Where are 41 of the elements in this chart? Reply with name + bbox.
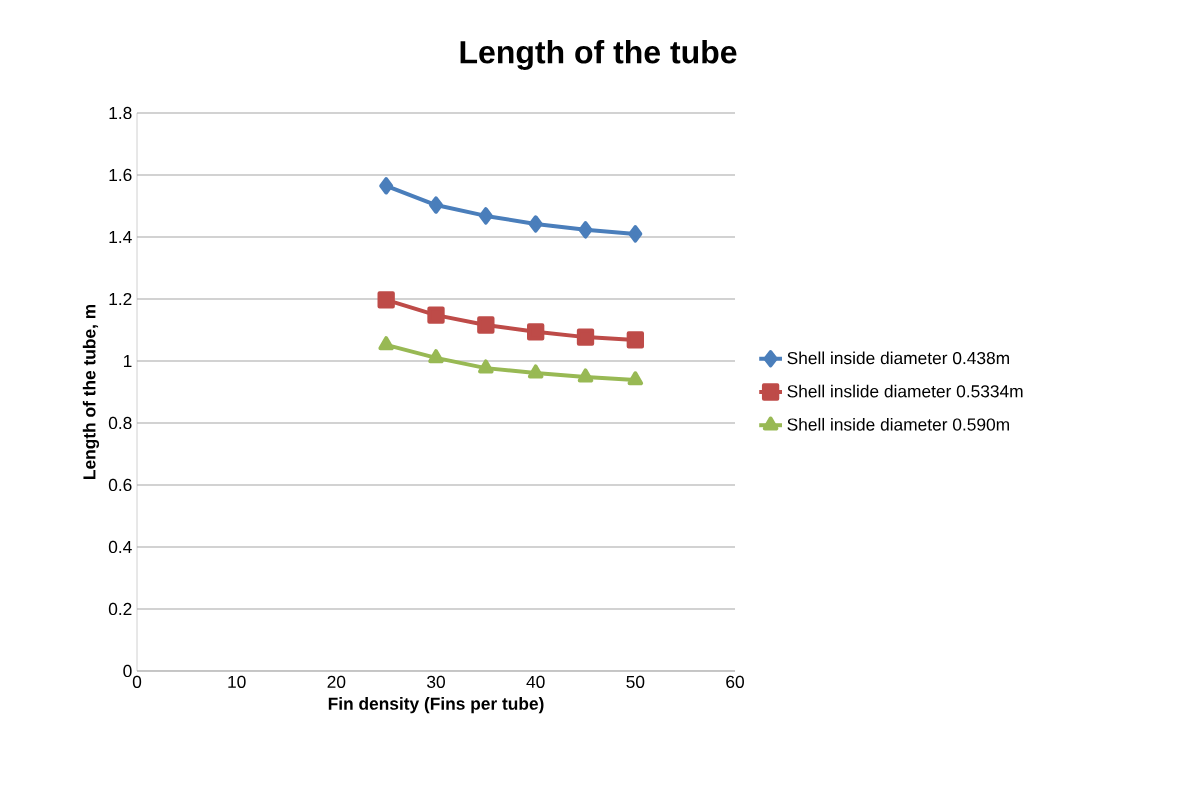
x-tick-label: 10: [228, 675, 246, 688]
y-tick-label: 1.4: [109, 231, 132, 243]
y-tick-label: 1: [123, 355, 132, 367]
point: [429, 196, 444, 214]
point: [527, 323, 545, 341]
point: [427, 306, 445, 324]
x-axis-title: Fin density (Fins per tube): [328, 697, 544, 714]
y-tick-label: 0.6: [108, 478, 132, 492]
point: [576, 328, 595, 346]
y-tick-label: 0.8: [108, 416, 132, 430]
point: [628, 225, 643, 243]
y-tick-label: 0.2: [108, 602, 132, 616]
x-tick-label: 20: [327, 675, 346, 688]
point: [428, 349, 444, 364]
point: [578, 221, 593, 239]
point: [478, 207, 493, 225]
legend-label: Shell inside diameter 0.590m: [787, 417, 1009, 431]
point: [626, 331, 645, 349]
x-tick-label: 0: [132, 675, 142, 688]
legend-label: Shell inside diameter 0.438m: [787, 351, 1009, 365]
point: [627, 371, 644, 386]
x-tick-label: 30: [427, 675, 445, 688]
x-tick-label: 50: [626, 675, 645, 688]
y-tick-label: 1.8: [109, 106, 132, 120]
point: [577, 368, 594, 383]
point: [527, 364, 544, 379]
x-tick-label: 40: [526, 675, 545, 688]
point: [378, 336, 394, 351]
point: [379, 177, 394, 195]
point: [478, 359, 494, 374]
chart-title: Length of the tube: [460, 40, 737, 70]
y-tick-label: 0.4: [108, 540, 132, 554]
y-tick-label: 0: [123, 664, 132, 678]
y-tick-label: 1.6: [109, 168, 132, 182]
point: [528, 215, 543, 233]
y-axis-title: Length of the tube, m: [82, 304, 100, 479]
y-tick-label: 1.2: [109, 292, 132, 306]
point: [477, 316, 495, 334]
point: [377, 291, 395, 309]
x-tick-label: 60: [726, 675, 744, 688]
legend-label: Shell inslide diameter 0.5334m: [787, 384, 1023, 398]
